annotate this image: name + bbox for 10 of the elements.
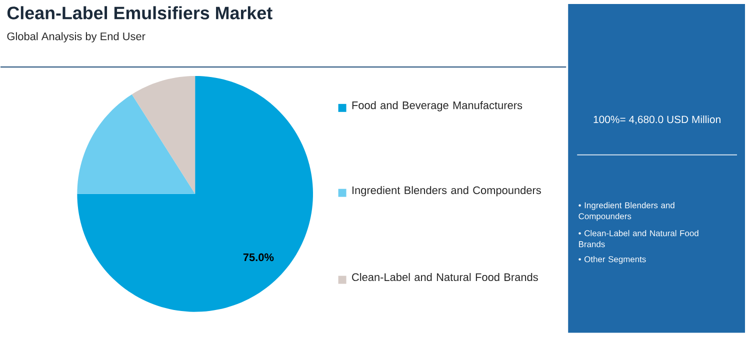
- legend-label: Clean-Label and Natural Food Brands: [352, 273, 538, 282]
- data-label: 75.0%: [243, 254, 274, 262]
- text: • Other Segments: [578, 256, 646, 264]
- chart-title: Clean-Label Emulsifiers Market: [7, 6, 272, 20]
- text: 100%= 4,680.0 USD Million: [594, 116, 720, 124]
- legend-label: Food and Beverage Manufacturers: [352, 101, 522, 112]
- text: • Ingredient Blenders and Compounders: [578, 202, 674, 221]
- legend-label: Ingredient Blenders and Compounders: [352, 186, 541, 196]
- chart-subtitle: Global Analysis by End User: [7, 32, 146, 42]
- text: • Clean-Label and Natural Food Brands: [578, 230, 698, 248]
